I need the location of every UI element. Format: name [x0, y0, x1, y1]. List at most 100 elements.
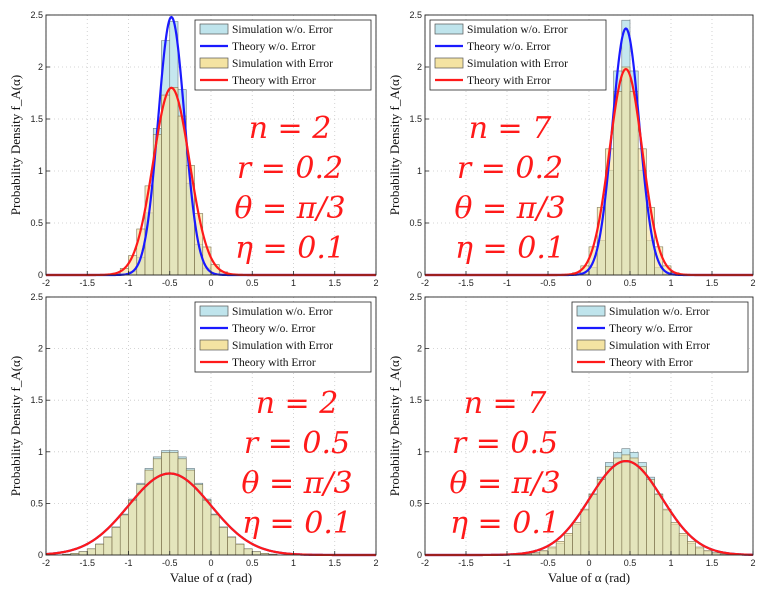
x-tick-label: 0: [586, 558, 591, 568]
parameter-label: θ = π/3: [449, 466, 560, 501]
legend-swatch: [199, 305, 229, 317]
y-tick-label: 2.5: [409, 292, 422, 302]
histogram-bar: [119, 514, 129, 556]
legend-entry: Theory w/o. Error: [232, 41, 316, 53]
x-tick-label: 1.5: [328, 278, 341, 288]
x-axis-label: Value of α (rad): [170, 570, 252, 585]
y-tick-label: 2: [417, 62, 422, 72]
chart-panel-1: -2 -1.5 -1 -0.5 0 0.5 1 1.5 2 0 0.5 1 1.5 2 2.5 Probabi…: [8, 10, 379, 288]
histogram-bar: [654, 493, 664, 556]
parameter-label: r = 0.5: [452, 426, 558, 461]
chart-panel-2: -2 -1.5 -1 -0.5 0 0.5 1 1.5 2 0 0.5 1 1.5 2 2.5 Probabi…: [387, 10, 756, 288]
x-tick-label: -1.5: [458, 278, 474, 288]
y-tick-label: 2: [38, 62, 43, 72]
histogram-bar: [678, 533, 688, 556]
legend-entry: Theory with Error: [467, 75, 551, 87]
legend: Simulation w/o. Error Theory w/o. Error Si…: [571, 301, 749, 373]
histogram-bar: [695, 546, 705, 556]
parameter-label: n = 2: [256, 386, 339, 421]
legend-swatch: [576, 305, 606, 317]
parameter-annotation: n = 7 r = 0.5 θ = π/3 η = 0.1: [449, 386, 560, 541]
parameter-label: n = 2: [249, 111, 332, 146]
histogram-bar: [202, 499, 212, 556]
histogram-bar: [111, 527, 121, 556]
x-tick-label: -1: [503, 558, 511, 568]
histogram-bar: [613, 91, 623, 276]
legend-entry: Theory w/o. Error: [609, 323, 693, 335]
parameter-label: η = 0.1: [242, 506, 352, 541]
histogram-bar: [227, 536, 237, 556]
histogram-bar: [243, 548, 253, 556]
x-tick-label: -0.5: [540, 278, 556, 288]
parameter-label: r = 0.5: [244, 426, 350, 461]
y-tick-label: 1: [38, 166, 43, 176]
x-tick-label: -2: [421, 558, 429, 568]
histogram-bar: [637, 466, 647, 556]
histogram-bar: [613, 457, 623, 556]
legend-entry: Theory w/o. Error: [467, 41, 551, 53]
parameter-label: η = 0.1: [455, 231, 565, 266]
y-tick-label: 1.5: [30, 395, 43, 405]
x-tick-label: 0.5: [624, 278, 637, 288]
legend-entry: Simulation with Error: [467, 58, 568, 70]
histogram-bar: [670, 522, 680, 556]
legend-entry: Simulation w/o. Error: [609, 306, 710, 318]
x-tick-label: 2: [750, 558, 755, 568]
y-tick-label: 2.5: [30, 10, 43, 20]
histogram-bar: [703, 550, 713, 556]
y-tick-label: 0.5: [30, 498, 43, 508]
legend-entry: Simulation w/o. Error: [232, 306, 333, 318]
parameter-label: θ = π/3: [241, 466, 352, 501]
x-tick-label: 1.5: [328, 558, 341, 568]
x-tick-label: -1: [124, 558, 132, 568]
legend-swatch: [199, 339, 229, 351]
x-tick-label: 2: [750, 278, 755, 288]
x-tick-label: 1: [291, 278, 296, 288]
histogram-bar: [555, 541, 565, 556]
histogram-bar: [629, 91, 639, 276]
x-tick-label: 1.5: [706, 278, 719, 288]
x-tick-label: 1: [291, 558, 296, 568]
histogram-bar: [136, 228, 146, 276]
y-tick-label: 0: [38, 270, 43, 280]
histogram-bar: [235, 543, 245, 556]
y-tick-label: 0.5: [409, 218, 422, 228]
y-axis-label: Probability Density f_A(α): [387, 356, 402, 496]
histogram-bar: [662, 508, 672, 556]
histogram-bar: [588, 493, 598, 556]
x-tick-label: 2: [373, 278, 378, 288]
histogram-bar: [152, 458, 162, 556]
chart-panel-4: -2 -1.5 -1 -0.5 0 0.5 1 1.5 2 0 0.5 1 1.5 2 2.5 Probabi…: [387, 292, 756, 585]
y-tick-label: 2: [417, 344, 422, 354]
y-axis-label: Probability Density f_A(α): [387, 75, 402, 215]
x-tick-label: -2: [421, 278, 429, 288]
histogram-bar: [95, 543, 105, 556]
x-tick-label: 0.5: [246, 558, 259, 568]
x-tick-label: -1.5: [79, 278, 95, 288]
parameter-annotation: n = 2 r = 0.2 θ = π/3 η = 0.1: [234, 111, 345, 266]
histogram-bar: [629, 457, 639, 556]
x-tick-label: 0: [208, 278, 213, 288]
histogram-bar: [646, 479, 655, 556]
histogram-bar: [621, 454, 631, 556]
histogram-bar: [539, 550, 549, 556]
legend-entry: Theory w/o. Error: [232, 323, 316, 335]
histogram-bar: [86, 548, 96, 556]
parameter-label: θ = π/3: [454, 191, 565, 226]
histogram-bar: [161, 94, 171, 276]
y-tick-label: 0: [38, 550, 43, 560]
x-tick-label: 2: [373, 558, 378, 568]
legend-entry: Theory with Error: [609, 357, 693, 369]
histogram-bar: [210, 514, 220, 556]
histogram-bar: [128, 499, 138, 556]
x-tick-label: -1.5: [458, 558, 474, 568]
legend: Simulation w/o. Error Theory w/o. Error Si…: [194, 19, 372, 91]
x-tick-label: 1: [668, 558, 673, 568]
x-tick-label: -0.5: [162, 278, 178, 288]
x-tick-label: -2: [42, 558, 50, 568]
y-tick-label: 1: [417, 447, 422, 457]
x-tick-label: -2: [42, 278, 50, 288]
legend-swatch: [199, 23, 229, 35]
parameter-label: n = 7: [469, 111, 553, 146]
histogram-bar: [596, 479, 606, 556]
